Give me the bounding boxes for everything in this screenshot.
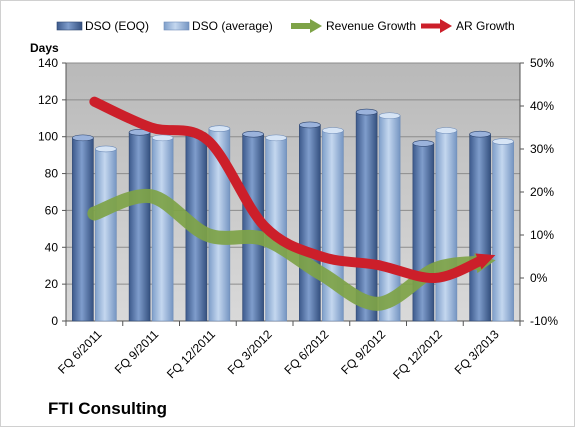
bar-dso-eoq	[355, 111, 378, 322]
bar-dso-eoq	[299, 124, 321, 322]
bar-top	[412, 140, 435, 147]
bar-top	[242, 130, 264, 138]
legend-item: DSO (EOQ)	[56, 19, 149, 33]
bar-dso-eoq	[469, 133, 491, 322]
legend-label: AR Growth	[456, 19, 515, 33]
y-tick-label: 0	[51, 314, 58, 328]
bar-top	[208, 125, 231, 132]
bar-top	[469, 130, 491, 138]
bar-top	[322, 127, 344, 134]
legend-label: Revenue Growth	[326, 19, 416, 33]
bar-dso-average	[95, 148, 117, 322]
y2-tick-label: 10%	[530, 228, 554, 242]
x-tick-label: FQ 12/2012	[390, 327, 445, 382]
legend-swatch	[163, 21, 190, 31]
y2-tick-label: -10%	[530, 314, 558, 328]
y2-tick-label: 20%	[530, 185, 554, 199]
legend-label: DSO (average)	[192, 19, 273, 33]
bar-dso-average	[492, 141, 514, 322]
y-tick-label: 40	[45, 240, 59, 254]
bar-dso-average	[151, 137, 174, 322]
y-tick-label: 120	[38, 93, 58, 107]
y2-tick-label: 30%	[530, 142, 554, 156]
bar-top	[299, 121, 321, 129]
chart-title: FTI Consulting	[48, 399, 167, 418]
x-tick-label: FQ 6/2011	[55, 327, 105, 377]
bar-dso-eoq	[128, 132, 151, 322]
bar-top	[378, 112, 401, 120]
arrowhead-ar-growth	[475, 253, 496, 270]
y-tick-label: 20	[45, 277, 59, 291]
x-tick-label: FQ 12/2011	[164, 327, 218, 381]
x-tick-label: FQ 9/2012	[338, 327, 388, 377]
y2-tick-label: 50%	[530, 56, 554, 70]
y-axis-label: Days	[30, 41, 59, 55]
bar-top	[72, 134, 94, 142]
bar-dso-eoq	[412, 143, 435, 322]
y-tick-label: 80	[45, 167, 59, 181]
y2-tick-label: 40%	[530, 99, 554, 113]
legend-label: DSO (EOQ)	[85, 19, 149, 33]
x-tick-label: FQ 3/2013	[452, 327, 502, 377]
y-tick-label: 140	[38, 56, 58, 70]
legend-swatch	[56, 21, 83, 31]
bar-top	[492, 138, 514, 145]
bar-top	[95, 145, 117, 153]
bar-top	[435, 127, 458, 134]
legend-arrow	[310, 19, 322, 33]
y-tick-label: 100	[38, 130, 58, 144]
bar-dso-average	[435, 130, 458, 322]
x-tick-label: FQ 3/2012	[225, 327, 275, 377]
x-tick-label: FQ 9/2011	[112, 327, 162, 377]
bar-top	[151, 134, 174, 142]
legend-item: Revenue Growth	[291, 19, 416, 33]
line-ar-growth	[89, 96, 487, 284]
legend-arrow	[440, 19, 452, 33]
bar-dso-eoq	[72, 137, 94, 322]
bar-top	[355, 108, 378, 116]
legend-item: AR Growth	[421, 19, 515, 33]
bar-top	[265, 134, 287, 142]
legend-item: DSO (average)	[163, 19, 273, 33]
x-tick-label: FQ 6/2012	[282, 327, 332, 377]
y2-tick-label: 0%	[530, 271, 548, 285]
y-tick-label: 60	[45, 203, 59, 217]
